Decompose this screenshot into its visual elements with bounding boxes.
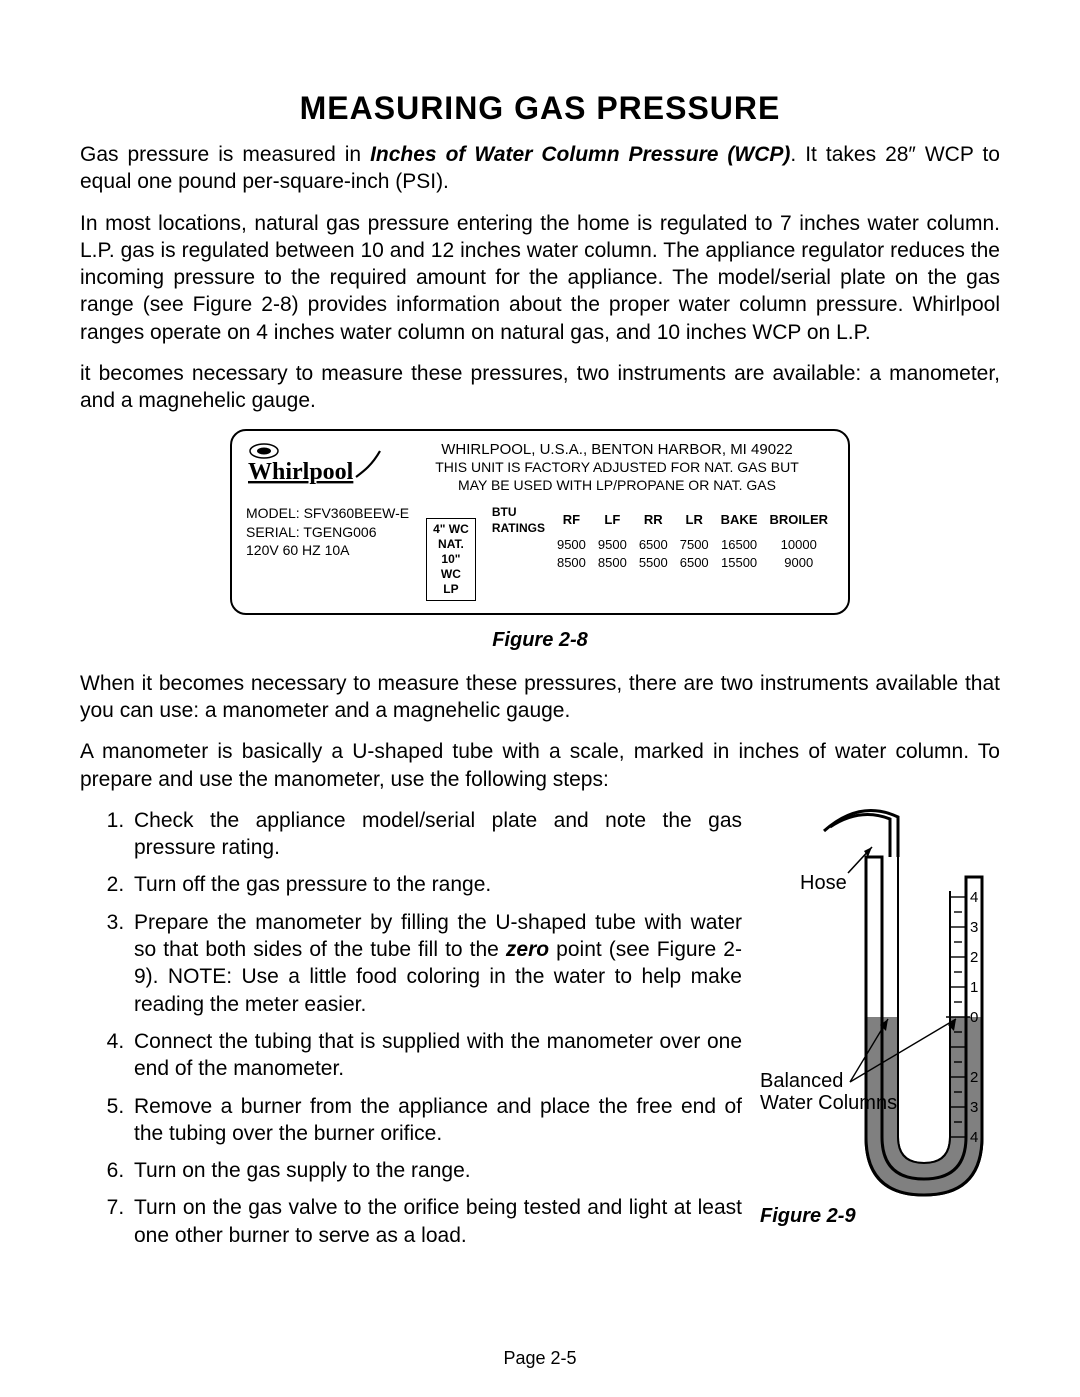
page-number: Page 2-5 xyxy=(0,1348,1080,1369)
steps-column: Check the appliance model/serial plate a… xyxy=(80,807,742,1259)
hose-label: Hose xyxy=(800,872,847,894)
figure-2-9-caption: Figure 2-9 xyxy=(760,1205,1000,1228)
paragraph-3: it becomes necessary to measure these pr… xyxy=(80,360,1000,415)
plate-idblock: MODEL: SFV360BEEW-E SERIAL: TGENG006 120… xyxy=(246,504,416,561)
svg-text:4: 4 xyxy=(970,889,978,906)
p1-b: Inches of Water Column Pressure (WCP) xyxy=(370,143,790,166)
step-1: Check the appliance model/serial plate a… xyxy=(130,807,742,862)
paragraph-2: In most locations, natural gas pressure … xyxy=(80,210,1000,346)
plate-top: Whirlpool WHIRLPOOL, U.S.A., BENTON HARB… xyxy=(246,441,834,496)
serial-value: TGENG006 xyxy=(303,524,376,540)
p1-a: Gas pressure is measured in xyxy=(80,143,370,166)
plate-adj1: THIS UNIT IS FACTORY ADJUSTED FOR NAT. G… xyxy=(400,459,834,477)
rating-plate: Whirlpool WHIRLPOOL, U.S.A., BENTON HARB… xyxy=(230,429,850,615)
water-columns-label: Water Columns xyxy=(760,1092,897,1114)
svg-text:Whirlpool: Whirlpool xyxy=(248,459,354,485)
manometer-icon: 4 3 2 1 0 2 3 4 Hose Balanced Water Colu… xyxy=(760,807,1000,1197)
plate-adj2: MAY BE USED WITH LP/PROPANE OR NAT. GAS xyxy=(400,477,834,495)
steps-and-figure: Check the appliance model/serial plate a… xyxy=(80,807,1000,1259)
btu-ratings-label: BTU RATINGS xyxy=(486,504,551,536)
page: MEASURING GAS PRESSURE Gas pressure is m… xyxy=(0,0,1080,1397)
whirlpool-logo: Whirlpool xyxy=(246,441,386,496)
figure-2-8-caption: Figure 2-8 xyxy=(80,629,1000,652)
elec-rating: 120V 60 HZ 10A xyxy=(246,541,416,560)
col-lf: LF xyxy=(592,504,633,536)
step-6: Turn on the gas supply to the range. xyxy=(130,1157,742,1184)
table-row-lp: 8500 8500 5500 6500 15500 9000 xyxy=(486,554,834,572)
step-2: Turn off the gas pressure to the range. xyxy=(130,871,742,898)
plate-address: WHIRLPOOL, U.S.A., BENTON HARBOR, MI 490… xyxy=(400,441,834,460)
svg-text:4: 4 xyxy=(970,1129,978,1146)
svg-text:2: 2 xyxy=(970,1069,978,1086)
svg-text:1: 1 xyxy=(970,979,978,996)
balanced-label: Balanced xyxy=(760,1070,843,1092)
wc-box: 4" WC NAT. 10" WC LP xyxy=(426,518,476,601)
manometer-figure: 4 3 2 1 0 2 3 4 Hose Balanced Water Colu… xyxy=(760,807,1000,1228)
rating-plate-wrap: Whirlpool WHIRLPOOL, U.S.A., BENTON HARB… xyxy=(80,429,1000,615)
btu-table: BTU RATINGS RF LF RR LR BAKE BROILER 950… xyxy=(486,504,834,571)
plate-mid: MODEL: SFV360BEEW-E SERIAL: TGENG006 120… xyxy=(246,504,834,601)
step-5: Remove a burner from the appliance and p… xyxy=(130,1093,742,1148)
serial-label: SERIAL: xyxy=(246,524,300,540)
svg-text:3: 3 xyxy=(970,1099,978,1116)
svg-text:0: 0 xyxy=(970,1009,978,1026)
page-title: MEASURING GAS PRESSURE xyxy=(80,90,1000,127)
step-4: Connect the tubing that is supplied with… xyxy=(130,1028,742,1083)
step-7: Turn on the gas valve to the orifice bei… xyxy=(130,1194,742,1249)
col-rf: RF xyxy=(551,504,592,536)
wc-nat: 4" WC NAT. xyxy=(433,522,469,552)
svg-text:2: 2 xyxy=(970,949,978,966)
svg-text:3: 3 xyxy=(970,919,978,936)
paragraph-4: When it becomes necessary to measure the… xyxy=(80,670,1000,725)
paragraph-5: A manometer is basically a U-shaped tube… xyxy=(80,738,1000,793)
col-broiler: BROILER xyxy=(764,504,835,536)
steps-list: Check the appliance model/serial plate a… xyxy=(80,807,742,1249)
col-bake: BAKE xyxy=(715,504,764,536)
step-3: Prepare the manometer by filling the U-s… xyxy=(130,909,742,1018)
wc-lp: 10" WC LP xyxy=(433,552,469,597)
plate-headlines: WHIRLPOOL, U.S.A., BENTON HARBOR, MI 490… xyxy=(400,441,834,495)
paragraph-1: Gas pressure is measured in Inches of Wa… xyxy=(80,141,1000,196)
table-row-nat: 9500 9500 6500 7500 16500 10000 xyxy=(486,536,834,554)
model-value: SFV360BEEW-E xyxy=(304,505,410,521)
col-rr: RR xyxy=(633,504,674,536)
col-lr: LR xyxy=(674,504,715,536)
model-label: MODEL: xyxy=(246,505,300,521)
